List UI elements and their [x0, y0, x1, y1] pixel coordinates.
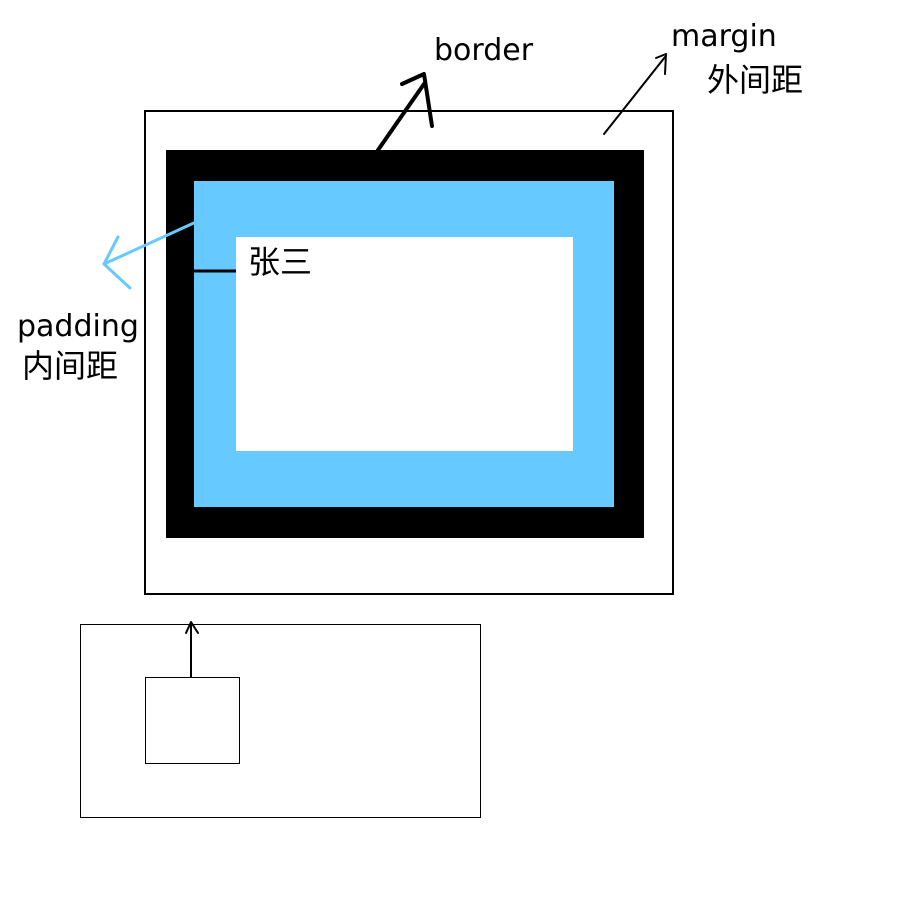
bottom-inner-box: [145, 677, 240, 764]
padding-label: padding: [17, 309, 139, 344]
margin-cn-label: 外间距: [707, 61, 804, 99]
border-label: border: [434, 33, 534, 68]
padding-cn-label: 内间距: [22, 347, 119, 385]
bottom-outer-box: [80, 624, 481, 818]
margin-label: margin: [671, 19, 777, 54]
content-box: [236, 237, 573, 451]
content-label: 张三: [248, 243, 313, 281]
